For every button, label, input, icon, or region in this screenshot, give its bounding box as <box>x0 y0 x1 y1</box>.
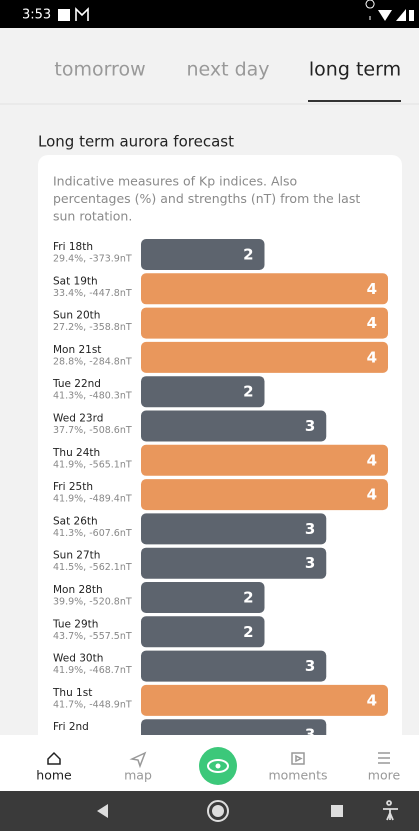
day-label: Mon 21st <box>53 344 101 356</box>
day-label: Tue 29th <box>52 618 98 630</box>
nav-item[interactable]: home <box>36 768 72 783</box>
day-stats: 41.9%, -468.7nT <box>53 665 132 676</box>
day-label: Sat 26th <box>53 515 98 527</box>
kp-label: 3 <box>305 417 315 435</box>
kp-label: 4 <box>367 486 377 504</box>
tab[interactable]: tomorrow <box>54 59 145 81</box>
day-stats: 39.9%, -520.8nT <box>53 597 132 608</box>
nav-icon <box>129 751 147 769</box>
status-icon <box>75 7 89 21</box>
day-stats: 37.7%, -508.6nT <box>53 425 132 436</box>
kp-label: 3 <box>305 554 315 572</box>
status-icon <box>409 10 414 21</box>
day-label: Fri 18th <box>53 241 93 253</box>
day-stats: 41.5%, -562.1nT <box>53 562 132 573</box>
list: Indicative measures of Kp indices. Also p… <box>38 155 402 744</box>
nav-icon <box>378 752 390 764</box>
day-label: Wed 30th <box>53 653 103 665</box>
day-stats: 29.4%, -373.9nT <box>53 254 132 265</box>
kp-label: 3 <box>305 726 315 744</box>
tab[interactable]: next day <box>186 59 269 81</box>
kp-bar <box>141 650 327 682</box>
day-stats: 41.9%, -565.1nT <box>53 459 132 470</box>
kp-label: 2 <box>243 383 253 401</box>
recents-button[interactable] <box>331 805 343 817</box>
nav-item[interactable]: map <box>124 768 152 783</box>
kp-label: 2 <box>243 246 253 264</box>
status-icon <box>378 10 392 21</box>
day-stats: 41.9%, -489.4nT <box>53 494 132 505</box>
day-stats: 33.4%, -447.8nT <box>53 288 132 299</box>
day-label: Sat 19th <box>53 275 98 287</box>
day-label: Tue 22nd <box>52 378 101 390</box>
kp-label: 4 <box>367 314 377 332</box>
kp-label: 3 <box>305 520 315 538</box>
kp-bar <box>141 410 327 442</box>
kp-label: 4 <box>367 280 377 298</box>
kp-bar <box>141 444 388 476</box>
status-icon <box>58 9 70 21</box>
kp-label: 2 <box>243 623 253 641</box>
section-heading: Long term aurora forecast <box>38 133 234 151</box>
back-button[interactable] <box>97 804 108 818</box>
kp-bar <box>141 273 388 305</box>
aurora-icon <box>207 759 229 773</box>
status-icon <box>396 9 406 21</box>
day-stats: 41.3%, -480.3nT <box>53 391 132 402</box>
day-stats: 43.7%, -557.5nT <box>53 631 132 642</box>
day-stats: 41.3%, -607.6nT <box>53 528 132 539</box>
kp-bar <box>141 719 327 735</box>
description: Indicative measures of Kp indices. Also <box>53 174 297 189</box>
system-nav <box>0 791 419 831</box>
kp-bar <box>141 513 327 545</box>
kp-bar <box>141 582 265 613</box>
kp-label: 4 <box>367 451 377 469</box>
description: percentages (%) and strengths (nT) from … <box>53 191 360 206</box>
kp-bar <box>141 684 388 716</box>
day-stats: 41.7%, -448.9nT <box>53 699 132 710</box>
kp-bar <box>141 239 265 270</box>
home-button-dot <box>212 805 224 817</box>
nav-item[interactable]: more <box>368 768 401 783</box>
nav-icon <box>47 751 61 765</box>
status-time: 3:53 <box>22 8 51 23</box>
day-stats: 28.8%, -284.8nT <box>53 356 132 367</box>
kp-bar <box>141 616 265 648</box>
kp-bar <box>141 479 388 511</box>
status-icon <box>365 0 375 20</box>
home-button[interactable] <box>207 800 229 822</box>
day-label: Fri 2nd <box>53 721 89 733</box>
day-label: Fri 25th <box>53 481 93 493</box>
kp-label: 2 <box>243 589 253 607</box>
day-label: Wed 23rd <box>53 413 103 425</box>
kp-label: 3 <box>305 657 315 675</box>
aurora-icon <box>215 763 221 769</box>
description: sun rotation. <box>53 209 132 224</box>
kp-bar <box>141 547 327 579</box>
kp-bar <box>141 376 265 408</box>
day-label: Sun 27th <box>53 550 100 562</box>
day-label: Thu 1st <box>52 687 92 699</box>
nav-item[interactable]: moments <box>268 768 327 783</box>
day-label: Sun 20th <box>53 310 100 322</box>
kp-bar <box>141 307 388 339</box>
accessibility-button[interactable] <box>383 800 398 821</box>
kp-label: 4 <box>367 691 377 709</box>
nav-icon <box>291 752 305 765</box>
kp-bar <box>141 341 388 373</box>
day-stats: 27.2%, -358.8nT <box>53 322 132 333</box>
tab[interactable]: long term <box>309 59 401 81</box>
day-label: Mon 28th <box>53 584 103 596</box>
kp-label: 4 <box>367 348 377 366</box>
day-label: Thu 24th <box>52 447 100 459</box>
